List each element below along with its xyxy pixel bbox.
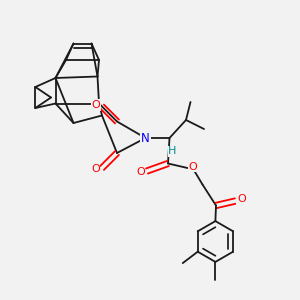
Text: O: O: [92, 100, 100, 110]
Text: O: O: [91, 164, 100, 175]
Text: H: H: [168, 146, 177, 157]
Text: N: N: [141, 131, 150, 145]
Text: O: O: [237, 194, 246, 205]
Text: O: O: [136, 167, 145, 177]
Text: O: O: [188, 161, 197, 172]
